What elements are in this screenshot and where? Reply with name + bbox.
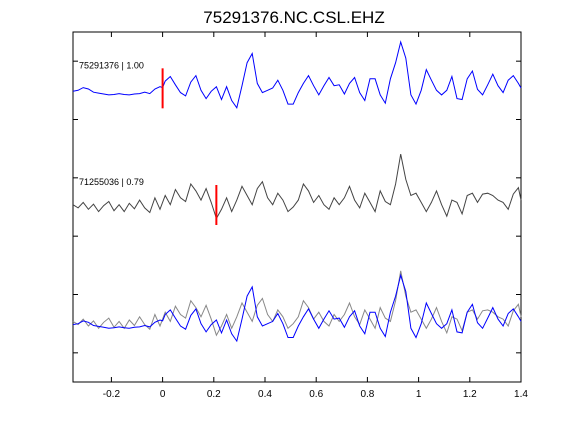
trace-labels: 75291376 | 1.00 71255036 | 0.79 [79,60,144,187]
trace-label: 75291376 | 1.00 [79,60,144,70]
chart-title: 75291376.NC.CSL.EHZ [203,8,384,27]
x-tick-label: 0.8 [360,389,374,400]
trace-label: 71255036 | 0.79 [79,177,144,187]
x-tick-label: 0.2 [207,389,221,400]
x-tick-label: -0.2 [103,389,121,400]
x-tick-label: 0.4 [258,389,272,400]
trace-waveform [72,40,522,110]
x-tick-label: 1.2 [463,389,477,400]
plot-area [72,31,522,383]
x-tick-label: 1 [416,389,422,400]
x-axis-ticks: -0.2 0 0.2 0.4 0.6 0.8 1 1.2 1.4 [103,32,528,400]
overlay-waveform-master [72,273,522,343]
overlay-waveform-correlated [72,270,522,337]
trace-waveform [72,154,522,220]
x-tick-label: 0.6 [309,389,323,400]
x-tick-label: 1.4 [514,389,528,400]
y-axis-ticks [73,60,521,354]
x-tick-label: 0 [160,389,166,400]
waveform-traces [72,40,522,343]
